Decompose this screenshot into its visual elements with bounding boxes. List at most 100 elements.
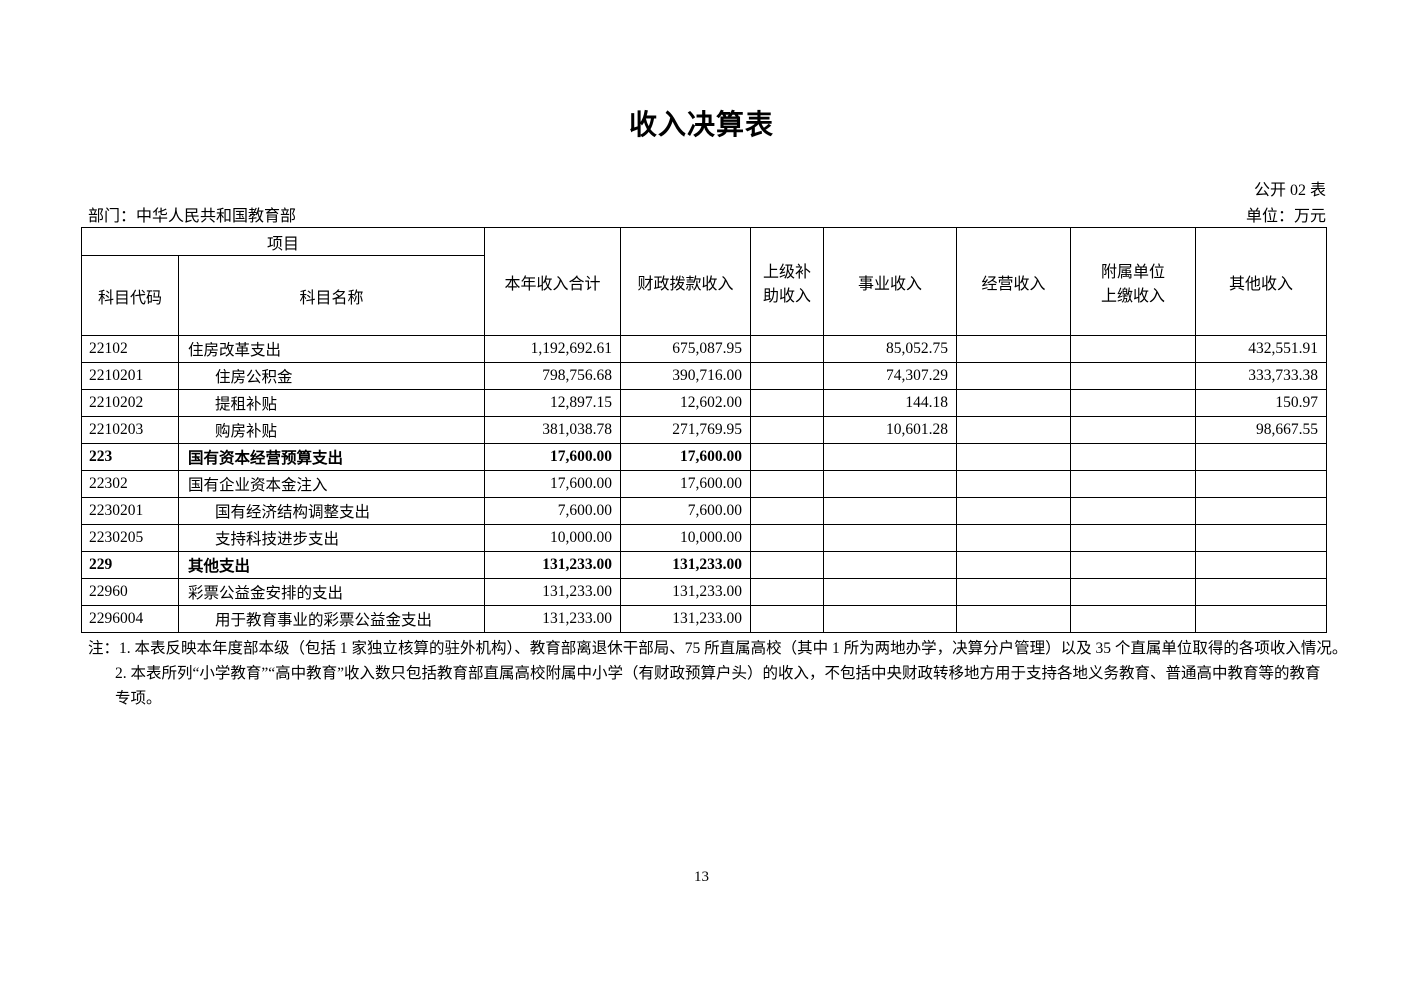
subject-code-cell: 2230201 <box>81 497 179 525</box>
value-cell <box>823 524 958 552</box>
value-cell: 17,600.00 <box>620 443 752 471</box>
subject-code-cell: 2230205 <box>81 524 179 552</box>
header-fiscal-appropriation-income: 财政拨款收入 <box>620 227 752 336</box>
subject-code-cell: 22302 <box>81 470 179 498</box>
value-cell: 390,716.00 <box>620 362 752 390</box>
subject-code-cell: 2210202 <box>81 389 179 417</box>
table-row: 229 其他支出 131,233.00 131,233.00 <box>81 551 1328 579</box>
header-operating-income: 经营收入 <box>956 227 1072 336</box>
subject-code-cell: 22102 <box>81 335 179 363</box>
table-row: 223 国有资本经营预算支出 17,600.00 17,600.00 <box>81 443 1328 471</box>
table-row: 22302 国有企业资本金注入 17,600.00 17,600.00 <box>81 470 1328 498</box>
value-cell <box>1195 443 1328 471</box>
subject-name-cell: 国有资本经营预算支出 <box>177 443 486 471</box>
value-cell: 333,733.38 <box>1195 362 1328 390</box>
value-cell: 131,233.00 <box>484 551 622 579</box>
value-cell: 131,233.00 <box>484 578 622 606</box>
value-cell: 1,192,692.61 <box>484 335 622 363</box>
header-subject-name: 科目名称 <box>177 255 486 336</box>
value-cell: 675,087.95 <box>620 335 752 363</box>
value-cell: 131,233.00 <box>484 605 622 633</box>
value-cell <box>956 524 1072 552</box>
value-cell <box>1070 416 1197 444</box>
note-line: 注：1. 本表反映本年度部本级（包括 1 家独立核算的驻外机构）、教育部离退休干… <box>88 640 1348 657</box>
value-cell <box>956 470 1072 498</box>
value-cell <box>750 524 825 552</box>
value-cell <box>750 389 825 417</box>
value-cell: 12,897.15 <box>484 389 622 417</box>
value-cell <box>956 362 1072 390</box>
header-project-group: 项目 <box>80 227 486 256</box>
subject-code-cell: 229 <box>81 551 179 579</box>
department-label: 部门：中华人民共和国教育部 <box>88 208 297 225</box>
value-cell <box>1070 470 1197 498</box>
value-cell <box>823 551 958 579</box>
value-cell: 10,601.28 <box>823 416 958 444</box>
value-cell <box>1195 470 1328 498</box>
value-cell <box>1195 551 1328 579</box>
value-cell: 17,600.00 <box>484 470 622 498</box>
value-cell: 98,667.55 <box>1195 416 1328 444</box>
value-cell <box>1070 389 1197 417</box>
value-cell: 150.97 <box>1195 389 1328 417</box>
value-cell <box>956 416 1072 444</box>
value-cell: 7,600.00 <box>620 497 752 525</box>
page-title: 收入决算表 <box>628 110 774 141</box>
value-cell <box>750 335 825 363</box>
value-cell <box>1195 524 1328 552</box>
value-cell: 10,000.00 <box>620 524 752 552</box>
value-cell: 74,307.29 <box>823 362 958 390</box>
subject-code-cell: 2210203 <box>81 416 179 444</box>
value-cell <box>1195 497 1328 525</box>
note-line: 专项。 <box>115 690 162 707</box>
table-body: 22102 住房改革支出 1,192,692.61 675,087.95 85,052.… <box>81 335 1328 633</box>
value-cell <box>956 389 1072 417</box>
table-row: 2210203 购房补贴 381,038.78 271,769.95 10,601.28… <box>81 416 1328 444</box>
header-other-income: 其他收入 <box>1195 227 1328 336</box>
table-row: 2210202 提租补贴 12,897.15 12,602.00 144.18 150.9… <box>81 389 1328 417</box>
note-line: 2. 本表所列“小学教育”“高中教育”收入数只包括教育部直属高校附属中小学（有财… <box>115 665 1321 682</box>
value-cell <box>750 551 825 579</box>
value-cell: 10,000.00 <box>484 524 622 552</box>
value-cell <box>956 551 1072 579</box>
subject-name-cell: 提租补贴 <box>177 389 486 417</box>
subject-name-cell: 住房公积金 <box>177 362 486 390</box>
subject-name-cell: 彩票公益金安排的支出 <box>177 578 486 606</box>
value-cell <box>750 416 825 444</box>
value-cell <box>823 578 958 606</box>
subject-name-cell: 国有企业资本金注入 <box>177 470 486 498</box>
value-cell <box>956 443 1072 471</box>
value-cell <box>1195 605 1328 633</box>
table-row: 2210201 住房公积金 798,756.68 390,716.00 74,307.2… <box>81 362 1328 390</box>
table-row: 2296004 用于教育事业的彩票公益金支出 131,233.00 131,233.0… <box>81 605 1328 633</box>
value-cell <box>956 335 1072 363</box>
value-cell: 271,769.95 <box>620 416 752 444</box>
value-cell <box>750 578 825 606</box>
table-row: 2230205 支持科技进步支出 10,000.00 10,000.00 <box>81 524 1328 552</box>
subject-name-cell: 其他支出 <box>177 551 486 579</box>
value-cell <box>823 443 958 471</box>
subject-code-cell: 2210201 <box>81 362 179 390</box>
subject-code-cell: 22960 <box>81 578 179 606</box>
value-cell <box>823 470 958 498</box>
value-cell <box>1070 335 1197 363</box>
value-cell: 798,756.68 <box>484 362 622 390</box>
value-cell: 7,600.00 <box>484 497 622 525</box>
value-cell <box>823 497 958 525</box>
table-row: 22960 彩票公益金安排的支出 131,233.00 131,233.00 <box>81 578 1328 606</box>
value-cell: 131,233.00 <box>620 605 752 633</box>
value-cell <box>1070 524 1197 552</box>
value-cell <box>956 497 1072 525</box>
subject-name-cell: 住房改革支出 <box>177 335 486 363</box>
value-cell: 144.18 <box>823 389 958 417</box>
header-business-income: 事业收入 <box>823 227 958 336</box>
header-superior-subsidy-income: 上级补 助收入 <box>750 227 825 336</box>
value-cell: 17,600.00 <box>484 443 622 471</box>
notes-section: 注：1. 本表反映本年度部本级（包括 1 家独立核算的驻外机构）、教育部离退休干… <box>88 636 1348 711</box>
subject-name-cell: 支持科技进步支出 <box>177 524 486 552</box>
table-header: 项目 本年收入合计 财政拨款收入 上级补 助收入 事业收入 经营收入 附属单位 … <box>80 227 1328 336</box>
subject-name-cell: 用于教育事业的彩票公益金支出 <box>177 605 486 633</box>
page-number: 13 <box>694 869 709 885</box>
value-cell <box>1070 443 1197 471</box>
subject-code-cell: 223 <box>81 443 179 471</box>
